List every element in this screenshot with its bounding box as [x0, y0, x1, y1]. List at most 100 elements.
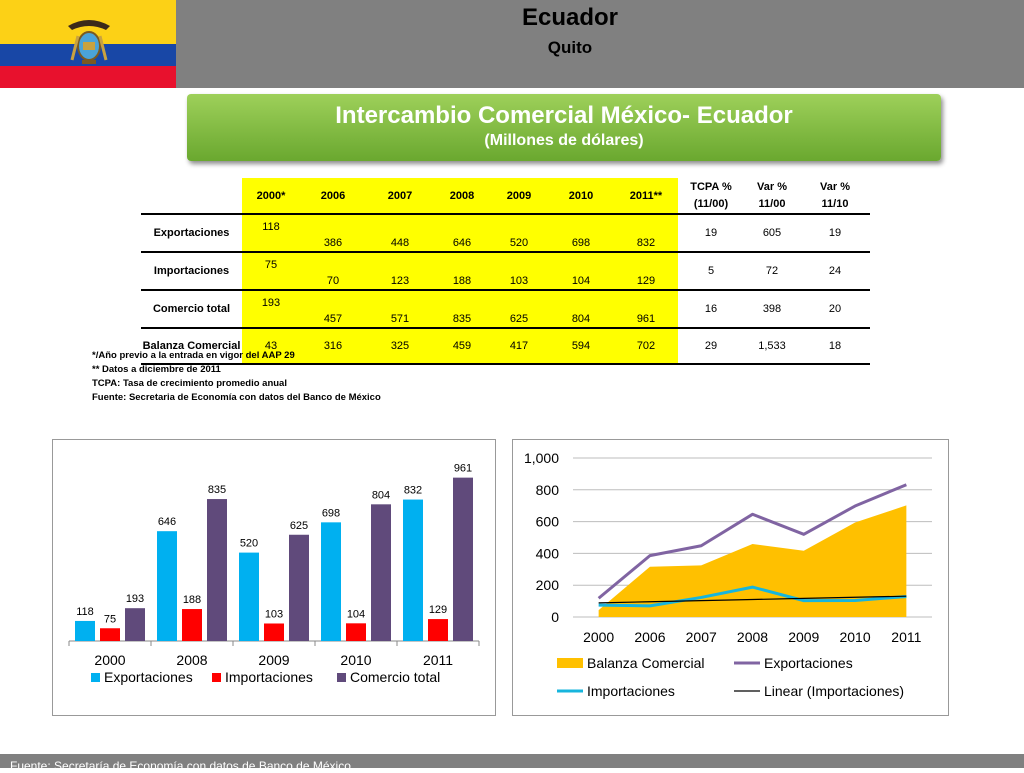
col-header: 2008	[434, 178, 490, 214]
data-label: 118	[76, 606, 94, 618]
table-cell: 325	[366, 328, 434, 364]
table-cell: 5	[707, 265, 715, 277]
data-label: 193	[126, 593, 144, 605]
bar	[182, 609, 202, 641]
page-subtitle: Quito	[547, 38, 593, 57]
table-cell: 24	[828, 265, 842, 277]
y-tick-label: 600	[536, 514, 560, 530]
table-cell: 605	[762, 227, 782, 239]
ecuador-flag	[0, 0, 176, 88]
data-label: 75	[104, 613, 116, 625]
legend-label: Importaciones	[225, 669, 313, 685]
table-cell: 316	[300, 328, 366, 364]
table-cell: 43	[242, 328, 300, 364]
table-cell: 104	[548, 252, 614, 290]
table-cell: 448	[366, 214, 434, 252]
legend-label: Comercio total	[350, 669, 440, 685]
x-tick-label: 2009	[788, 629, 819, 645]
table-cell: 835	[434, 290, 490, 328]
table-cell: 457	[300, 290, 366, 328]
row-label: Comercio total	[152, 303, 230, 315]
line-chart-panel: 0 200 400 600 800 1,000 2000 2006 2007 2008 2009 20…	[512, 439, 949, 716]
col-header: 2011**	[614, 178, 678, 214]
bar	[321, 522, 341, 641]
y-tick-label: 200	[536, 577, 560, 593]
row-label: Importaciones	[153, 265, 230, 277]
banner-title: Intercambio Comercial México- Ecuador	[335, 102, 793, 129]
bar	[453, 477, 473, 641]
header-bar: Ecuador Quito	[0, 0, 1024, 88]
table-row: Balanza Comercial 43 316 325 459 417 594…	[141, 328, 870, 364]
y-tick-label: 1,000	[524, 450, 559, 466]
trend-line	[598, 595, 907, 604]
x-tick-label: 2009	[258, 652, 289, 668]
table-notes: */Año previo a la entrada en vigor del A…	[92, 349, 381, 405]
bar	[75, 620, 95, 641]
table-cell: 398	[762, 303, 782, 315]
footer-source: Fuente: Secretaría de Economía con datos…	[10, 759, 351, 773]
col-header: 2010	[548, 178, 614, 214]
table-cell: 20	[828, 303, 842, 315]
table-cell: 188	[434, 252, 490, 290]
table-row: Exportaciones 118 386 448 646 520 698 83…	[141, 214, 870, 252]
note-line: ** Datos a diciembre de 2011	[92, 364, 221, 375]
bar	[289, 534, 309, 641]
x-tick-label: 2008	[737, 629, 768, 645]
bar	[371, 504, 391, 641]
table-cell: 123	[366, 252, 434, 290]
table-cell: 29	[704, 340, 718, 352]
data-label: 835	[208, 484, 226, 496]
table-cell: 75	[242, 252, 300, 290]
col-header: Var % 11/10	[820, 180, 850, 210]
table-cell: 193	[242, 290, 300, 328]
data-label: 804	[372, 489, 390, 501]
table-cell: 832	[614, 214, 678, 252]
data-label: 520	[240, 538, 258, 550]
table-cell: 594	[548, 328, 614, 364]
table-cell: 698	[548, 214, 614, 252]
table-cell: 19	[828, 227, 842, 239]
col-header: 2006	[300, 178, 366, 214]
legend-label: Importaciones	[587, 683, 675, 699]
bar	[125, 608, 145, 641]
bar	[157, 531, 177, 641]
table-cell: 70	[300, 252, 366, 290]
table-cell: 129	[614, 252, 678, 290]
x-tick-label: 2010	[839, 629, 870, 645]
table-cell: 702	[614, 328, 678, 364]
data-label: 832	[404, 485, 422, 497]
x-tick-label: 2010	[340, 652, 371, 668]
data-label: 104	[347, 608, 365, 620]
legend-label: Exportaciones	[764, 655, 853, 671]
row-label: Exportaciones	[153, 227, 230, 239]
bar	[428, 619, 448, 641]
data-label: 698	[322, 507, 340, 519]
bar	[346, 623, 366, 641]
table-row: Importaciones 75 70 123 188 103 104 129 …	[141, 252, 870, 290]
y-tick-label: 800	[536, 482, 560, 498]
y-tick-label: 400	[536, 545, 560, 561]
col-header: TCPA % (11/00)	[690, 180, 732, 210]
legend-swatch	[557, 658, 583, 668]
legend-swatch	[212, 673, 221, 682]
coat-of-arms-icon	[68, 20, 110, 64]
table-cell: 72	[765, 265, 779, 277]
y-tick-label: 0	[551, 609, 559, 625]
table-cell: 625	[490, 290, 548, 328]
bar	[207, 499, 227, 641]
bar	[264, 623, 284, 641]
legend-swatch	[337, 673, 346, 682]
data-label: 961	[454, 463, 472, 475]
x-tick-label: 2006	[634, 629, 665, 645]
legend-swatch	[91, 673, 100, 682]
table-cell: 386	[300, 214, 366, 252]
trade-table: 2000* 2006 2007 2008 2009 2010 2011** TC…	[141, 178, 870, 365]
table-cell: 804	[548, 290, 614, 328]
legend-label: Exportaciones	[104, 669, 193, 685]
x-tick-label: 2000	[583, 629, 614, 645]
table-cell: 961	[614, 290, 678, 328]
banner-subtitle: (Millones de dólares)	[484, 132, 644, 149]
data-label: 129	[429, 604, 447, 616]
page-title: Ecuador	[521, 4, 619, 31]
line-chart: 0 200 400 600 800 1,000 2000 2006 2007 2008 2009 20…	[524, 450, 932, 699]
